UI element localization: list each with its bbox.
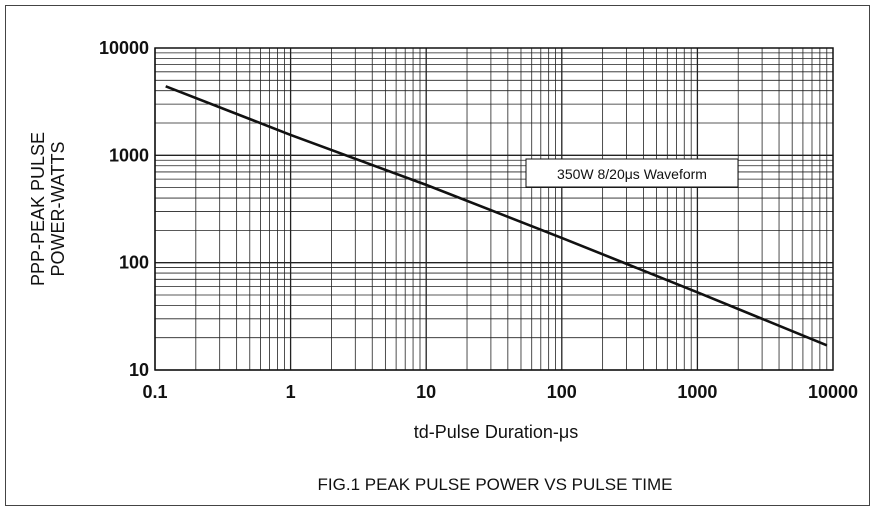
grid [154,48,833,371]
x-tick-label: 10 [416,382,436,402]
figure-frame [5,5,870,506]
y-axis-label-line2: POWER-WATTS [48,142,68,277]
x-tick-label: 10000 [808,382,858,402]
plot-border [154,47,834,371]
y-axis-label: PPP-PEAK PULSE POWER-WATTS [28,132,68,286]
figure-caption: FIG.1 PEAK PULSE POWER VS PULSE TIME [318,475,673,494]
x-tick-label: 0.1 [142,382,167,402]
x-tick-label: 1 [286,382,296,402]
y-tick-label: 10000 [99,38,149,58]
annotation-text: 350W 8/20μs Waveform [557,166,707,182]
annotation-box: 350W 8/20μs Waveform [525,158,739,188]
y-axis-label-line1: PPP-PEAK PULSE [28,132,48,286]
y-tick-label: 100 [119,253,149,273]
y-tick-label: 10 [129,360,149,380]
x-tick-labels: 0.1 1 10 100 1000 10000 [142,382,858,402]
series-group [165,85,828,347]
y-tick-labels: 10 100 1000 10000 [99,38,149,380]
x-tick-label: 1000 [677,382,717,402]
x-tick-label: 100 [547,382,577,402]
x-axis-label: td-Pulse Duration-μs [414,422,578,442]
series-line [165,85,828,347]
y-tick-label: 1000 [109,145,149,165]
